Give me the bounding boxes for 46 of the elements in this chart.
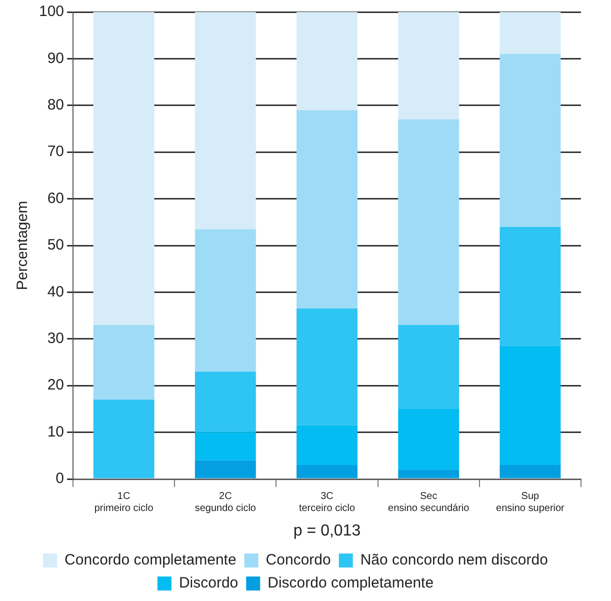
x-tick-label: 1C primeiro ciclo: [94, 490, 154, 514]
bar: [296, 425, 358, 465]
bar: [500, 54, 561, 227]
bar: [93, 324, 154, 400]
y-tick-label: 40: [47, 283, 64, 300]
bar: [296, 464, 358, 478]
y-tick-label: 60: [47, 190, 64, 207]
y-tick-label: 70: [47, 143, 64, 160]
bar: [194, 372, 256, 432]
legend-label: Concordo: [266, 552, 331, 569]
legend-label: Discordo completamente: [268, 574, 434, 592]
x-tick-label: Sup ensino superior: [496, 490, 566, 514]
legend-label: Concordo completamente: [64, 552, 236, 569]
bar: [194, 12, 256, 230]
y-tick-label: 0: [56, 470, 64, 488]
bar: [93, 12, 154, 325]
bar: [398, 470, 460, 478]
legend-label: Discordo: [178, 574, 238, 592]
bar: [398, 119, 460, 325]
bar: [398, 12, 460, 120]
bar: [194, 229, 256, 372]
bar: [296, 110, 358, 309]
bar: [398, 408, 460, 470]
y-tick-label: 90: [47, 50, 64, 67]
bar: [500, 464, 561, 478]
x-tick-label: 3C terceiro ciclo: [298, 490, 356, 514]
y-tick-label: 10: [47, 423, 64, 440]
text: p = 0,013: [293, 522, 361, 540]
bar: [194, 460, 256, 478]
x-tick-label: Sec ensino secundário: [388, 490, 470, 514]
legend-label: Não concordo nem discordo: [360, 552, 548, 569]
bar: [500, 346, 561, 465]
y-tick-label: 30: [47, 330, 64, 348]
y-tick-label: 80: [47, 96, 64, 114]
bar: [500, 12, 561, 54]
bar: [398, 324, 460, 409]
x-tick-label: 2C segundo ciclo: [194, 490, 256, 514]
bar: [296, 308, 358, 426]
y-axis-title: Percentagem: [14, 200, 32, 290]
bar: [93, 400, 154, 478]
y-tick-label: 50: [47, 236, 64, 254]
y-tick-label: 100: [38, 3, 64, 20]
bar: [194, 432, 256, 460]
bar: [500, 226, 561, 346]
bar: [296, 12, 358, 110]
y-tick-label: 20: [47, 376, 64, 394]
